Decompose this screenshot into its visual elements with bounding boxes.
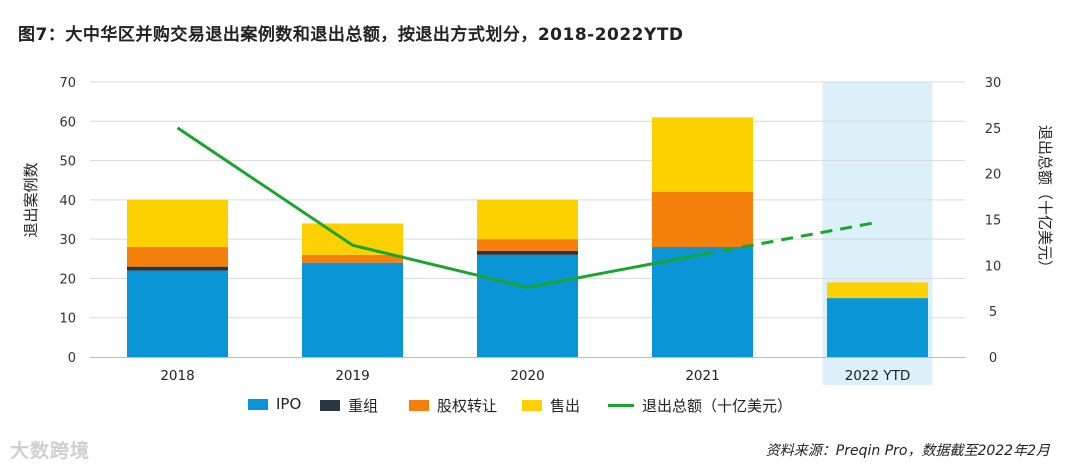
- legend-label: 售出: [550, 397, 581, 415]
- category-label: 2020: [510, 368, 544, 384]
- legend-swatch: [248, 398, 268, 410]
- legend-label: IPO: [276, 395, 302, 413]
- left-axis-tick-label: 60: [59, 115, 76, 130]
- legend-swatch: [409, 400, 429, 411]
- bar-segment: [652, 192, 753, 247]
- right-axis-tick-label: 25: [985, 122, 1002, 137]
- right-axis-tick-label: 0: [989, 351, 997, 366]
- bar-segment: [477, 239, 578, 251]
- legend-swatch: [608, 404, 634, 407]
- bar-segment: [127, 247, 228, 267]
- right-axis-tick-label: 15: [985, 214, 1002, 229]
- chart-title: 图7：大中华区并购交易退出案例数和退出总额，按退出方式划分，2018-2022Y…: [18, 25, 684, 45]
- legend-item: IPO: [248, 395, 301, 413]
- left-axis-tick-label: 0: [68, 351, 76, 366]
- category-label: 2021: [685, 368, 719, 384]
- bar-segment: [127, 199, 228, 247]
- source-note: 资料来源：Preqin Pro，数据截至2022年2月: [765, 443, 1050, 459]
- category-label: 2018: [160, 368, 194, 384]
- bar-segment: [477, 250, 578, 255]
- legend-item: 重组: [320, 395, 378, 416]
- line-series-solid: [176, 126, 703, 289]
- watermark-text: 大数跨境: [10, 440, 91, 462]
- legend-item: 退出总额（十亿美元）: [608, 395, 792, 416]
- left-axis-tick-label: 50: [59, 155, 76, 170]
- left-axis-tick-label: 40: [59, 194, 76, 209]
- right-axis-title: 退出总额（十亿美元）: [1036, 125, 1054, 275]
- stacked-bar-line-chart: 0 10 20 30 40 50 60 70 0 5 10 15 20 25 30 2018 2019 2020 2…: [22, 76, 1054, 385]
- left-axis-tick-label: 10: [59, 312, 76, 327]
- bar-segment: [477, 199, 578, 240]
- left-axis-tick-label: 20: [59, 272, 76, 287]
- legend-item: 股权转让: [409, 395, 497, 416]
- legend-item: 售出: [522, 395, 580, 416]
- legend: IPO 重组 股权转让 售出 退出总额（十亿美元）: [0, 395, 1080, 421]
- right-axis-tick-label: 5: [989, 305, 997, 320]
- bar-segment: [477, 254, 578, 357]
- line-series-dashed: [702, 220, 878, 256]
- legend-label: 股权转让: [437, 397, 498, 415]
- bar-segment: [827, 298, 928, 357]
- bar-segment: [302, 254, 403, 263]
- left-axis-title: 退出案例数: [22, 162, 40, 237]
- watermark: 大数跨境: [10, 436, 90, 463]
- right-axis-tick-label: 10: [985, 259, 1002, 274]
- bar-segment: [652, 117, 753, 192]
- bar-segment: [127, 270, 228, 357]
- right-axis-tick-label: 30: [985, 76, 1002, 91]
- bar-segment: [302, 262, 403, 357]
- legend-label: 退出总额（十亿美元）: [642, 397, 793, 415]
- bar-segment: [302, 223, 403, 255]
- right-axis-tick-label: 20: [985, 168, 1002, 183]
- legend-swatch: [320, 400, 340, 411]
- left-axis-tick-label: 30: [59, 233, 76, 248]
- category-label: 2022 YTD: [845, 368, 911, 384]
- legend-swatch: [522, 400, 542, 411]
- category-label: 2019: [335, 368, 369, 384]
- bar-segment: [827, 282, 928, 299]
- bar-segment: [127, 266, 228, 271]
- left-axis-tick-label: 70: [59, 76, 76, 91]
- legend-label: 重组: [348, 397, 379, 415]
- bar-segment: [652, 247, 753, 357]
